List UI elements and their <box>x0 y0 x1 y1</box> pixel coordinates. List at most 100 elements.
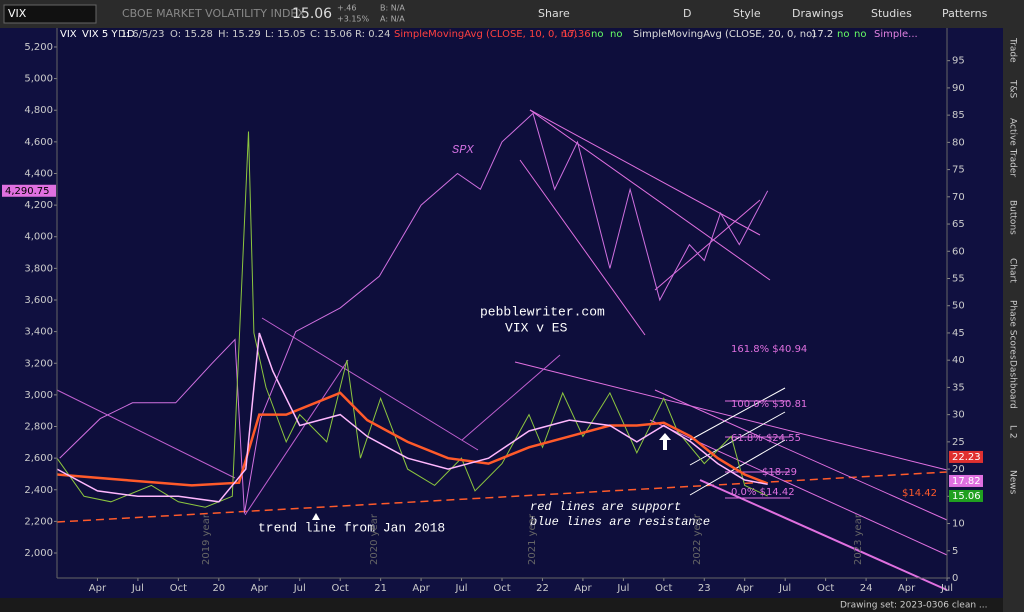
fib-label: $18.29 <box>762 467 797 478</box>
year-label: 2019 year <box>201 513 212 565</box>
sidebar-tab[interactable]: Trade <box>1008 37 1018 63</box>
date: D: 6/5/23 <box>118 29 164 40</box>
x-tick-label: Apr <box>251 583 269 594</box>
y2-tick-label: 45 <box>952 328 965 339</box>
x-tick-label: Apr <box>574 583 592 594</box>
y-tick-label: 3,000 <box>24 390 53 401</box>
x-tick-label: Oct <box>655 583 672 594</box>
button[interactable]: Drawings <box>792 7 844 20</box>
x-tick-label: Oct <box>170 583 187 594</box>
change: +.46 <box>337 4 356 13</box>
legend-value: 17.2 <box>811 29 833 40</box>
y-tick-label: 3,800 <box>24 263 53 274</box>
x-tick-label: Jul <box>455 583 468 594</box>
year-label: 2021 year <box>527 513 538 565</box>
y-tick-label: 5,200 <box>24 42 53 53</box>
y-tick-label: 4,200 <box>24 200 53 211</box>
y2-tick-label: 35 <box>952 382 965 393</box>
channel-line <box>654 199 761 291</box>
y2-tick-label: 0 <box>952 573 958 584</box>
x-tick-label: Jul <box>131 583 144 594</box>
resistance-line <box>689 439 786 496</box>
price-label: 17.82 <box>952 476 981 487</box>
fib-label: 61.8% $24.55 <box>731 433 801 444</box>
flag: no <box>837 29 849 40</box>
header-row: VIX VIX 5 Y 1D D: 6/5/23 O: 15.28 H: 15.… <box>60 29 918 40</box>
period: VIX 5 Y 1D <box>82 29 135 40</box>
button[interactable]: Patterns <box>942 7 988 20</box>
footer-bar <box>0 598 1003 612</box>
y-tick-label: 4,600 <box>24 137 53 148</box>
y-tick-label: 3,400 <box>24 327 53 338</box>
price-label-box <box>949 489 983 502</box>
change-pct: +3.15% <box>337 15 370 24</box>
y-tick-label: 5,000 <box>24 74 53 85</box>
year-labels: 2019 year 2020 year 2021 year 2022 year 2023… <box>201 513 864 565</box>
resistance-line <box>689 411 786 466</box>
flag: no <box>854 29 866 40</box>
sidebar-tab[interactable]: L 2 <box>1008 425 1018 439</box>
fib-label: 100.0% $30.81 <box>731 399 807 410</box>
year-label: 2023 year <box>853 513 864 565</box>
button[interactable]: D <box>683 7 691 20</box>
resistance-line <box>689 387 786 441</box>
series-line <box>56 131 768 508</box>
symbol-label: VIX <box>60 29 77 40</box>
flag: no <box>610 29 622 40</box>
y-tick-label: 2,600 <box>24 453 53 464</box>
x-tick-label: Jul <box>293 583 306 594</box>
sidebar <box>1003 28 1024 612</box>
x-tick-label: Jul <box>778 583 791 594</box>
price-label: 4,290.75 <box>5 186 50 197</box>
symbol-box[interactable] <box>3 4 97 24</box>
price-label-box <box>949 474 983 487</box>
x-tick-label: 24 <box>860 583 873 594</box>
button[interactable]: Style <box>733 7 761 20</box>
sidebar-tab[interactable]: Active Trader <box>1008 118 1018 177</box>
x-tick-label: 21 <box>374 583 387 594</box>
y-tick-label: 2,400 <box>24 485 53 496</box>
resistance-line <box>244 359 349 516</box>
sidebar-tab[interactable]: Dashboard <box>1008 360 1018 409</box>
button[interactable]: Studies <box>871 7 912 20</box>
description: CBOE MARKET VOLATILITY INDEX <box>122 7 305 20</box>
footer: Drawing set: 2023-0306 clean ... <box>840 601 988 611</box>
annotation: red lines are support <box>530 500 681 514</box>
price-label: 15.06 <box>952 491 981 502</box>
sidebar-tab[interactable]: News <box>1008 470 1018 495</box>
year-label: 2022 year <box>692 513 703 565</box>
close: C: 15.06 <box>310 29 352 40</box>
sidebar-tab[interactable]: T&S <box>1008 79 1018 99</box>
y2-tick-label: 20 <box>952 464 965 475</box>
y-tick-label: 2,000 <box>24 548 53 559</box>
sidebar-tab[interactable]: Phase Scores <box>1008 300 1018 360</box>
y2-tick-label: 25 <box>952 437 965 448</box>
button[interactable]: Share <box>538 7 570 20</box>
sidebar-tab[interactable]: Buttons <box>1008 200 1018 235</box>
series-line <box>56 391 769 487</box>
more: Simple... <box>874 29 918 40</box>
low: L: 15.05 <box>265 29 306 40</box>
x-tick-label: Jul <box>616 583 629 594</box>
y2-tick-label: 90 <box>952 83 965 94</box>
price-label-box <box>949 450 983 463</box>
last-price: 15.06 <box>292 6 332 22</box>
y2-tick-label: 80 <box>952 137 965 148</box>
legend-entry: SimpleMovingAvg (CLOSE, 20, 0, no) <box>633 29 816 40</box>
y2-tick-label: 65 <box>952 219 965 230</box>
y2-tick-label: 95 <box>952 56 965 67</box>
marker <box>312 513 320 520</box>
series-line <box>59 112 769 514</box>
y-tick-label: 3,600 <box>24 295 53 306</box>
resistance-line <box>56 389 236 479</box>
legend-value: 17.36 <box>562 29 591 40</box>
x-tick-label: 20 <box>212 583 225 594</box>
symbol: VIX <box>8 7 27 20</box>
support-label: $14.42 <box>902 488 937 499</box>
sidebar-tab[interactable]: Chart <box>1008 258 1018 283</box>
y-tick-label: 3,200 <box>24 358 53 369</box>
annotation: pebblewriter.com <box>480 304 605 319</box>
x-tick-label: Oct <box>332 583 349 594</box>
spx-label: SPX <box>452 143 474 157</box>
